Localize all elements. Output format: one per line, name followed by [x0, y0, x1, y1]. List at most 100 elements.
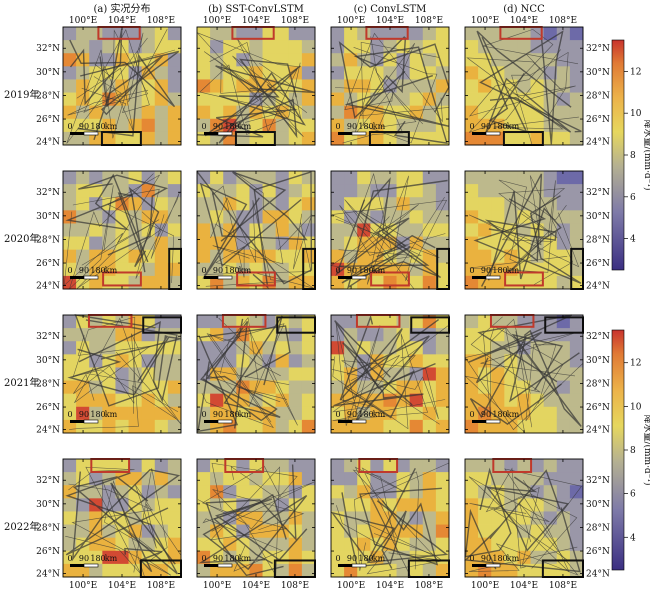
precip-cell — [569, 79, 584, 93]
precip-cell — [128, 459, 143, 473]
lon-tick-label: 104°E — [242, 581, 270, 591]
precip-cell — [465, 223, 479, 237]
map-panel: 0 90 180 km — [330, 170, 451, 291]
colorbar-tick: 8 — [630, 446, 636, 456]
precip-cell — [556, 341, 571, 355]
precip-cell — [383, 367, 397, 381]
colorbar-tick: 12 — [630, 359, 641, 369]
scalebar-tick: 90 — [79, 122, 89, 131]
precip-cell — [569, 27, 584, 41]
scalebar-unit: km — [239, 554, 252, 563]
precip-cell — [89, 236, 103, 251]
row-label: 2020年 — [4, 232, 39, 245]
precip-cell — [63, 171, 77, 185]
boundary-line — [485, 467, 578, 569]
precip-cell — [288, 498, 303, 512]
scalebar-tick: 90 — [213, 554, 223, 563]
precip-cell — [370, 79, 384, 93]
precip-cell — [435, 249, 450, 264]
precip-cell — [465, 419, 479, 434]
precip-cell — [262, 236, 277, 251]
precip-cell — [197, 40, 211, 54]
precip-cell — [262, 131, 277, 146]
precip-cell — [262, 459, 277, 473]
precip-cell — [530, 472, 545, 486]
precip-cell — [275, 419, 290, 434]
precip-cell — [465, 210, 479, 224]
precip-cell — [301, 118, 316, 133]
precip-cell — [331, 275, 345, 290]
precip-cell — [422, 210, 437, 224]
precip-cell — [288, 341, 303, 355]
precip-cell — [154, 40, 169, 54]
precip-cell — [396, 498, 411, 512]
precip-cell — [275, 537, 290, 552]
precip-cell — [569, 53, 584, 67]
boundary-line — [332, 333, 446, 430]
precip-cell — [556, 184, 571, 198]
precip-cell — [154, 419, 169, 434]
precip-cell — [556, 354, 571, 368]
precip-cell — [504, 131, 518, 146]
precip-cell — [63, 406, 77, 421]
scalebar-white — [485, 131, 501, 136]
precip-cell — [154, 328, 169, 342]
precip-cell — [223, 40, 237, 54]
precip-cell — [262, 210, 277, 224]
precip-cell — [435, 524, 450, 539]
precip-cell — [301, 53, 316, 67]
precip-cell — [141, 118, 156, 133]
lat-tick-label: 24°N — [36, 569, 60, 579]
precip-cell — [491, 459, 505, 473]
scalebar-white — [83, 131, 99, 136]
precip-cell — [102, 563, 116, 578]
precip-cell — [383, 40, 397, 54]
precip-cell — [167, 210, 182, 224]
precip-cell — [141, 131, 156, 146]
precip-cell — [435, 262, 450, 277]
precip-cell — [517, 79, 531, 93]
precip-cell — [465, 79, 479, 93]
precip-cell — [543, 563, 558, 578]
precip-cell — [262, 40, 277, 54]
boundary-line — [480, 173, 557, 287]
precip-cell — [331, 184, 345, 198]
precip-cell — [543, 354, 558, 368]
boundary-line — [73, 365, 179, 412]
precip-cell — [210, 406, 224, 421]
precip-cell — [543, 472, 558, 486]
column-title: (a) 实况分布 — [94, 2, 151, 15]
precip-cell — [517, 380, 531, 395]
precip-cell — [288, 328, 303, 342]
precip-cell — [569, 262, 584, 277]
precip-cell — [569, 105, 584, 120]
precip-cell — [210, 315, 224, 329]
lon-tick-label: 104°E — [510, 16, 538, 26]
lat-tick-label: 32°N — [586, 188, 610, 198]
precip-cell — [89, 354, 103, 368]
precip-cell — [556, 53, 571, 67]
scalebar-unit: km — [507, 122, 520, 131]
precip-cell — [530, 485, 545, 499]
precip-cell — [556, 197, 571, 211]
red-highlight-box — [370, 271, 410, 287]
boundary-line — [330, 467, 449, 564]
precip-cell — [102, 524, 116, 539]
precip-cell — [63, 27, 77, 41]
boundary-line — [197, 466, 287, 577]
precip-cell — [301, 380, 316, 395]
precip-cell — [530, 118, 545, 133]
precip-cell — [154, 275, 169, 290]
precip-cell — [275, 223, 290, 237]
lat-tick-label: 30°N — [36, 68, 60, 78]
precip-cell — [210, 262, 224, 277]
precip-cell — [154, 131, 169, 146]
lon-tick-label: 100°E — [69, 581, 97, 591]
precip-cell — [197, 171, 211, 185]
precip-cell — [556, 27, 571, 41]
precip-cell — [556, 131, 571, 146]
precip-cell — [396, 131, 411, 146]
precip-cell — [517, 27, 531, 41]
precip-cell — [331, 380, 345, 395]
precip-cell — [569, 223, 584, 237]
